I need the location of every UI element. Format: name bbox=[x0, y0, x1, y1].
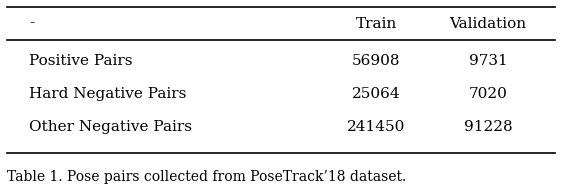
Text: 56908: 56908 bbox=[352, 54, 400, 68]
Text: 7020: 7020 bbox=[469, 87, 507, 101]
Text: Hard Negative Pairs: Hard Negative Pairs bbox=[29, 87, 187, 101]
Text: Train: Train bbox=[355, 17, 397, 31]
Text: Validation: Validation bbox=[450, 17, 527, 31]
Text: Table 1. Pose pairs collected from PoseTrack’18 dataset.: Table 1. Pose pairs collected from PoseT… bbox=[7, 170, 406, 184]
Text: -: - bbox=[29, 17, 34, 31]
Text: 25064: 25064 bbox=[352, 87, 400, 101]
Text: 241450: 241450 bbox=[347, 120, 405, 134]
Text: Other Negative Pairs: Other Negative Pairs bbox=[29, 120, 192, 134]
Text: 9731: 9731 bbox=[469, 54, 507, 68]
Text: 91228: 91228 bbox=[464, 120, 512, 134]
Text: Positive Pairs: Positive Pairs bbox=[29, 54, 133, 68]
